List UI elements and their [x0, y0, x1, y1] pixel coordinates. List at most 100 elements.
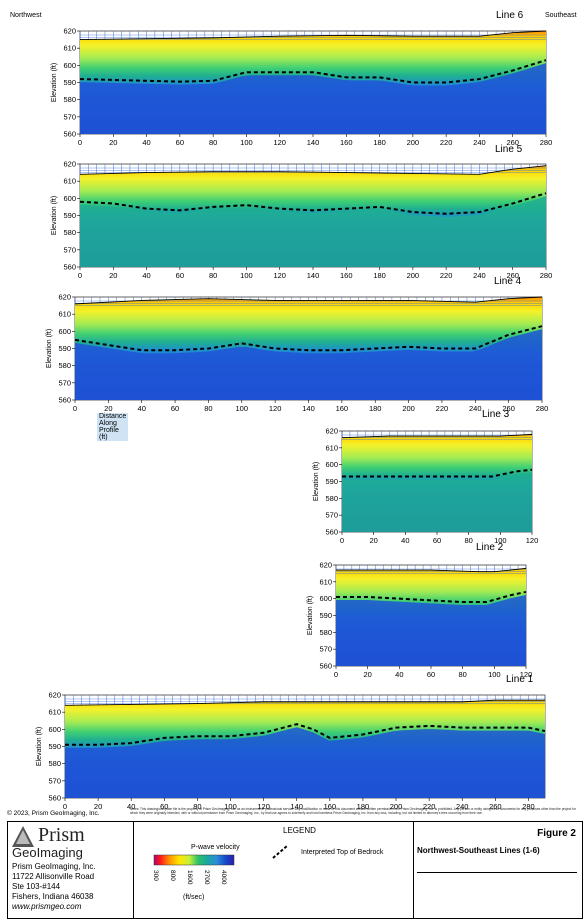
pwave-tick-label: 4000: [220, 870, 227, 885]
y-tick-label: 610: [319, 577, 332, 586]
y-tick-label: 580: [58, 361, 71, 370]
y-tick-label: 580: [63, 228, 76, 237]
x-tick-label: 220: [440, 271, 453, 280]
southeast-label: Southeast: [545, 12, 577, 19]
velocity-field: [342, 434, 532, 532]
x-tick-label: 20: [369, 536, 377, 545]
bedrock-zone: [65, 727, 545, 798]
ground-surface-line: [79, 30, 547, 41]
x-tick-label: 120: [526, 536, 539, 545]
pwave-tick-label: 2700: [203, 870, 210, 885]
y-tick-label: 600: [325, 460, 338, 469]
figure-title: Northwest-Southeast Lines (1-6): [417, 846, 540, 855]
x-tick-label: 180: [373, 271, 386, 280]
x-tick-label: 240: [473, 138, 486, 147]
x-tick-label: 80: [209, 138, 217, 147]
y-tick-label: 560: [58, 396, 71, 405]
y-tick-label: 590: [325, 477, 338, 486]
y-tick-label: 580: [325, 494, 338, 503]
y-tick-label: 610: [63, 44, 76, 53]
bedrock-line: [65, 723, 546, 746]
y-tick-label: 620: [325, 427, 338, 436]
pwave-tick-label: 300: [152, 870, 159, 881]
velocity-field: [80, 165, 546, 267]
x-tick-label: 200: [407, 271, 420, 280]
y-tick-label: 590: [319, 611, 332, 620]
bedrock-line: [342, 468, 533, 478]
x-tick-label: 20: [363, 670, 371, 679]
x-tick-label: 160: [336, 404, 349, 413]
y-tick-label: 620: [63, 160, 76, 169]
logo-geoimaging-text: GeoImaging: [12, 845, 83, 860]
x-axis-label: Distance Along Profile (ft): [97, 413, 129, 441]
copyright: © 2023, Prism GeoImaging, Inc.: [7, 810, 100, 817]
y-tick-label: 620: [319, 561, 332, 570]
y-tick-label: 580: [319, 628, 332, 637]
station-grid: [335, 565, 527, 574]
x-tick-label: 80: [458, 670, 466, 679]
y-tick-label: 600: [319, 594, 332, 603]
address-line-1: 11722 Allisonville Road: [12, 872, 95, 881]
station-grid: [74, 297, 542, 306]
x-tick-label: 280: [540, 138, 553, 147]
legal-notes: Notes: This drawing/computer file is the…: [130, 807, 576, 815]
y-tick-label: 590: [63, 78, 76, 87]
x-tick-label: 0: [334, 670, 338, 679]
x-tick-label: 100: [488, 670, 501, 679]
x-tick-label: 0: [78, 138, 82, 147]
x-tick-label: 60: [171, 404, 179, 413]
y-tick-label: 610: [325, 443, 338, 452]
y-tick-label: 600: [48, 725, 61, 734]
x-tick-label: 120: [273, 271, 286, 280]
station-grid: [79, 31, 546, 40]
x-tick-label: 140: [307, 138, 320, 147]
x-tick-label: 180: [369, 404, 382, 413]
x-tick-label: 100: [236, 404, 249, 413]
plot-frame: [79, 30, 547, 135]
line-title: Line 4: [494, 276, 522, 287]
x-tick-label: 140: [302, 404, 315, 413]
x-tick-label: 60: [176, 138, 184, 147]
website-link[interactable]: www.prismgeo.com: [12, 902, 82, 911]
northwest-label: Northwest: [10, 12, 42, 19]
bedrock-zone: [80, 63, 546, 134]
x-tick-label: 100: [240, 138, 253, 147]
pwave-tick-label: 800: [169, 870, 176, 881]
x-tick-label: 20: [104, 404, 112, 413]
y-axis-label: Elevation (ft): [51, 63, 58, 102]
x-tick-label: 280: [540, 271, 553, 280]
x-tick-label: 120: [269, 404, 282, 413]
legend-title: LEGEND: [283, 826, 316, 835]
bedrock-zone: [80, 196, 546, 267]
y-tick-label: 580: [63, 95, 76, 104]
prism-logo-icon: [12, 826, 34, 847]
x-tick-label: 200: [402, 404, 415, 413]
title-block: Prism GeoImaging Prism GeoImaging, Inc. …: [7, 821, 583, 919]
x-tick-label: 200: [407, 138, 420, 147]
y-tick-label: 560: [63, 130, 76, 139]
x-tick-label: 80: [209, 271, 217, 280]
x-tick-label: 40: [142, 271, 150, 280]
address-line-2: Ste 103-#144: [12, 882, 61, 891]
station-grid: [341, 431, 533, 440]
x-tick-label: 240: [469, 404, 482, 413]
y-tick-label: 560: [319, 662, 332, 671]
velocity-field: [336, 568, 526, 666]
y-tick-label: 560: [325, 528, 338, 537]
x-tick-label: 80: [204, 404, 212, 413]
bedrock-line: [336, 590, 527, 604]
y-tick-label: 610: [58, 310, 71, 319]
figure-rule: [417, 872, 577, 873]
y-tick-label: 580: [48, 759, 61, 768]
x-tick-label: 20: [109, 271, 117, 280]
bedrock-zone: [336, 594, 526, 666]
y-tick-label: 590: [48, 742, 61, 751]
y-tick-label: 620: [63, 27, 76, 36]
x-tick-label: 240: [473, 271, 486, 280]
velocity-colorbar: [153, 854, 235, 866]
y-tick-label: 620: [48, 691, 61, 700]
bedrock-line: [74, 325, 543, 352]
y-tick-label: 600: [63, 194, 76, 203]
